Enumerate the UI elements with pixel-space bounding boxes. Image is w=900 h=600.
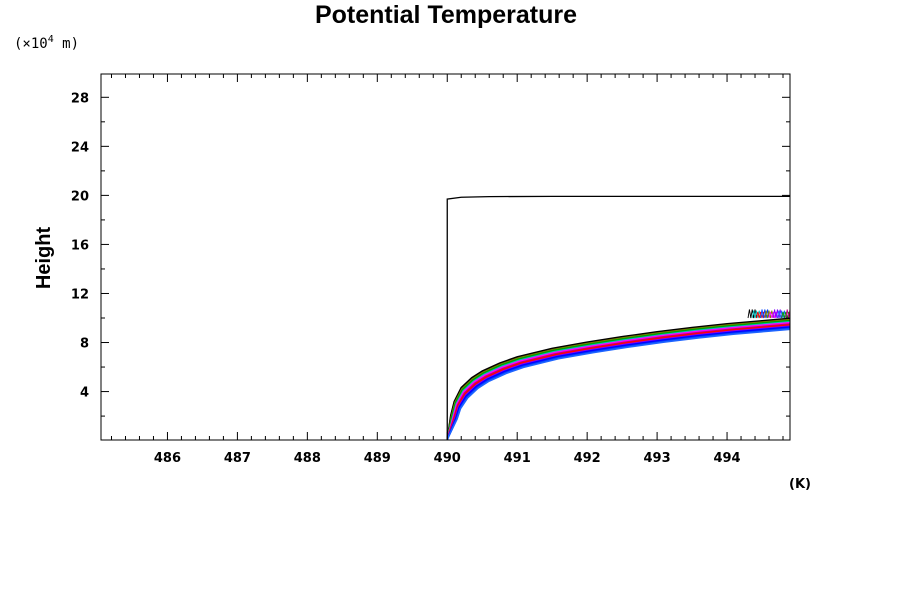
ensemble-upper-wiggle-line bbox=[751, 310, 762, 319]
ensemble-upper-wiggle-line bbox=[760, 309, 770, 319]
plot-clipped-group bbox=[446, 195, 790, 440]
ensemble-upper-wiggle-line bbox=[781, 311, 790, 319]
y-axis-unit: (×104 m) bbox=[14, 34, 79, 52]
ensemble-upper-wiggle-line bbox=[785, 309, 790, 319]
chart-title: Potential Temperature bbox=[315, 1, 577, 29]
ensemble-upper-wiggle-line bbox=[772, 309, 783, 319]
x-tick-label: 493 bbox=[644, 451, 671, 466]
x-tick-label: 486 bbox=[154, 451, 181, 466]
x-tick-label: 490 bbox=[434, 451, 461, 466]
plot-axes-layer: 486 487 488 489 490 491 492 493 494 4 8 12 16 20 24 28 bbox=[71, 73, 791, 466]
y-tick-label: 4 bbox=[80, 386, 89, 401]
ensemble-upper-wiggle-line bbox=[776, 310, 787, 319]
plot-frame bbox=[100, 73, 791, 441]
y-axis-unit-suffix: m) bbox=[54, 36, 79, 52]
y-tick-label: 12 bbox=[71, 287, 89, 302]
x-tick-label: 492 bbox=[574, 451, 601, 466]
ensemble-upper-wiggle-line bbox=[768, 311, 778, 319]
ensemble-profile-line bbox=[446, 317, 790, 440]
y-tick-label: 16 bbox=[71, 238, 89, 253]
x-tick-label: 491 bbox=[504, 451, 531, 466]
x-tick-label: 494 bbox=[713, 451, 740, 466]
y-axis-label: Height bbox=[33, 227, 55, 290]
x-axis-label: (K) bbox=[789, 477, 811, 492]
ensemble-profile-line bbox=[446, 328, 790, 440]
y-tick-label: 24 bbox=[71, 140, 89, 155]
ensemble-upper-wiggle-line bbox=[747, 309, 757, 319]
ensemble-upper-wiggle-line bbox=[764, 310, 774, 319]
series-line-0 bbox=[446, 195, 790, 440]
y-axis-unit-exponent: 4 bbox=[48, 34, 54, 45]
plot-data-layer bbox=[446, 195, 790, 440]
x-tick-label: 489 bbox=[364, 451, 391, 466]
ensemble-upper-wiggle-line bbox=[755, 311, 766, 319]
y-tick-label: 20 bbox=[71, 189, 89, 204]
x-tick-label: 487 bbox=[224, 451, 251, 466]
x-tick-label: 488 bbox=[294, 451, 321, 466]
y-axis-unit-prefix: (×10 bbox=[14, 36, 48, 52]
y-tick-label: 28 bbox=[71, 91, 89, 106]
y-tick-label: 8 bbox=[80, 337, 89, 352]
